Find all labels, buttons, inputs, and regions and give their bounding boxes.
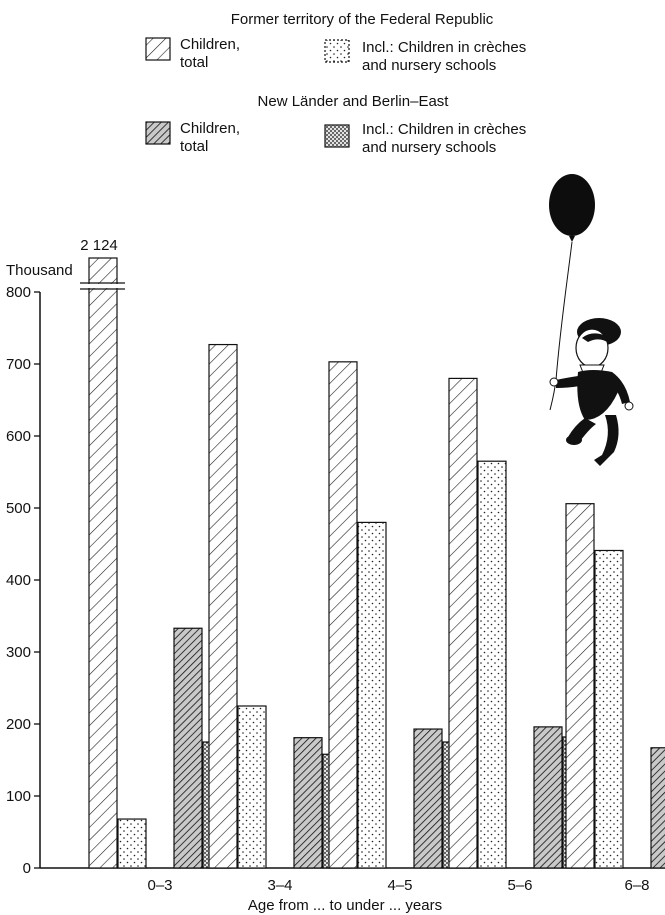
legend-swatch-fed-total <box>145 37 171 61</box>
legend: Former territory of the Federal Republic… <box>145 11 526 156</box>
x-tick-label-4-5: 4–5 <box>387 877 412 894</box>
bar-4-5-series-2 <box>357 521 387 869</box>
y-tick-label-100: 100 <box>6 788 31 805</box>
legend-fed-creche-label-line1: Incl.: Children in crèches <box>362 39 526 56</box>
y-tick-label-300: 300 <box>6 644 31 661</box>
y-axis-unit-label: Thousand <box>6 262 73 279</box>
y-tick-label-500: 500 <box>6 500 31 517</box>
axes: 0 100 200 300 400 500 600 700 800 0–3 3–4 4–5 5–6 6–8 <box>6 284 665 894</box>
legend-group1-title: Former territory of the Federal Republic <box>231 11 494 28</box>
balloon-icon <box>549 174 595 236</box>
legend-fed-total-label-line2: total <box>180 54 208 71</box>
x-tick-label-3-4: 3–4 <box>267 877 292 894</box>
y-tick-label-800: 800 <box>6 284 31 301</box>
bars: 2 124 <box>80 237 665 869</box>
bar-5-6-series-1 <box>448 377 478 869</box>
legend-group2-title: New Länder and Berlin–East <box>258 93 450 110</box>
bar-4-5-series-3 <box>413 728 443 869</box>
legend-fed-total-label-line1: Children, <box>180 36 240 53</box>
legend-east-creche-label-line2: and nursery schools <box>362 139 496 156</box>
bar-3-4-series-2 <box>237 705 267 869</box>
bar-6-8-series-1 <box>565 503 595 869</box>
balloon-string <box>549 241 573 411</box>
axis-labels: Thousand Age from ... to under ... years <box>6 262 442 914</box>
x-tick-label-5-6: 5–6 <box>507 877 532 894</box>
bar-6-8-series-2 <box>594 549 624 869</box>
x-tick-label-6-8: 6–8 <box>624 877 649 894</box>
legend-swatch-east-creche <box>324 124 350 148</box>
bar-0-3-series-2 <box>117 818 147 869</box>
y-tick-label-400: 400 <box>6 572 31 589</box>
child-figure-icon <box>549 318 634 466</box>
bar-0-3-series-1 <box>88 257 118 869</box>
legend-east-total-label-line2: total <box>180 138 208 155</box>
bar-0-3-series-3 <box>173 627 203 869</box>
y-tick-label-0: 0 <box>23 860 31 877</box>
bar-3-4-series-1 <box>208 343 238 869</box>
axis-break-gap <box>88 284 118 288</box>
child-with-balloon-illustration <box>549 174 634 466</box>
legend-swatch-fed-creche <box>324 39 350 63</box>
y-tick-label-200: 200 <box>6 716 31 733</box>
legend-east-creche-label-line1: Incl.: Children in crèches <box>362 121 526 138</box>
bar-5-6-series-2 <box>477 460 507 869</box>
bar-5-6-series-3 <box>533 726 563 869</box>
balloon-knot <box>569 236 575 242</box>
bar-value-label-0-3: 2 124 <box>80 237 118 254</box>
x-tick-label-0-3: 0–3 <box>147 877 172 894</box>
y-tick-label-700: 700 <box>6 356 31 373</box>
bar-3-4-series-3 <box>293 737 323 869</box>
legend-east-total-label-line1: Children, <box>180 120 240 137</box>
bar-6-8-series-3 <box>650 747 665 869</box>
y-tick-label-600: 600 <box>6 428 31 445</box>
x-axis-title: Age from ... to under ... years <box>248 897 442 914</box>
legend-fed-creche-label-line2: and nursery schools <box>362 57 496 74</box>
bar-4-5-series-1 <box>328 361 358 869</box>
legend-swatch-east-total <box>145 121 171 145</box>
